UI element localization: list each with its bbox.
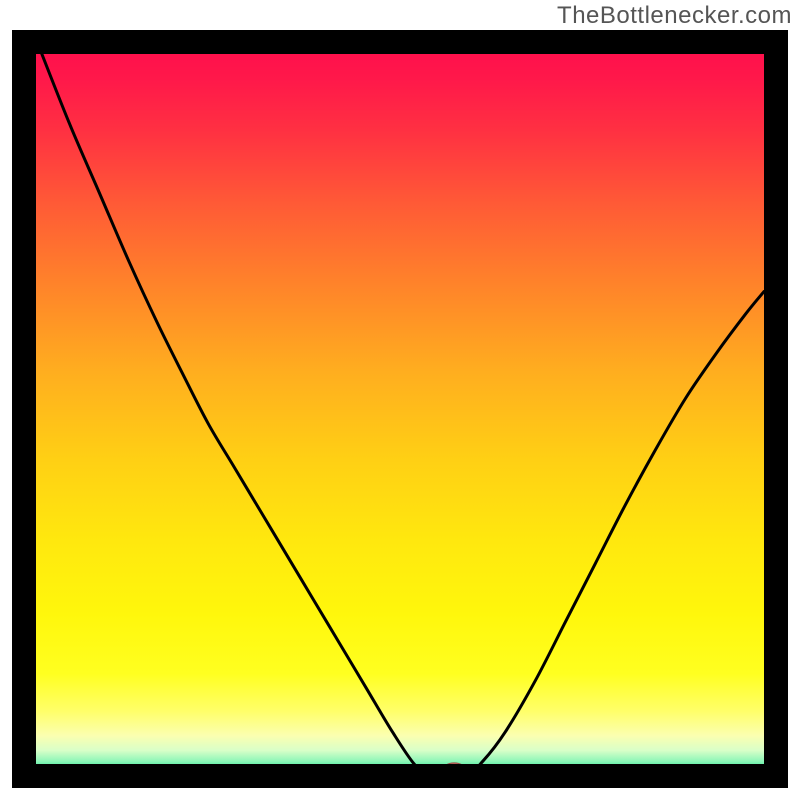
bottleneck-chart — [0, 0, 800, 800]
plot-area — [24, 42, 776, 779]
gradient-background — [24, 42, 776, 776]
chart-container: TheBottlenecker.com — [0, 0, 800, 800]
watermark-text: TheBottlenecker.com — [557, 2, 792, 30]
